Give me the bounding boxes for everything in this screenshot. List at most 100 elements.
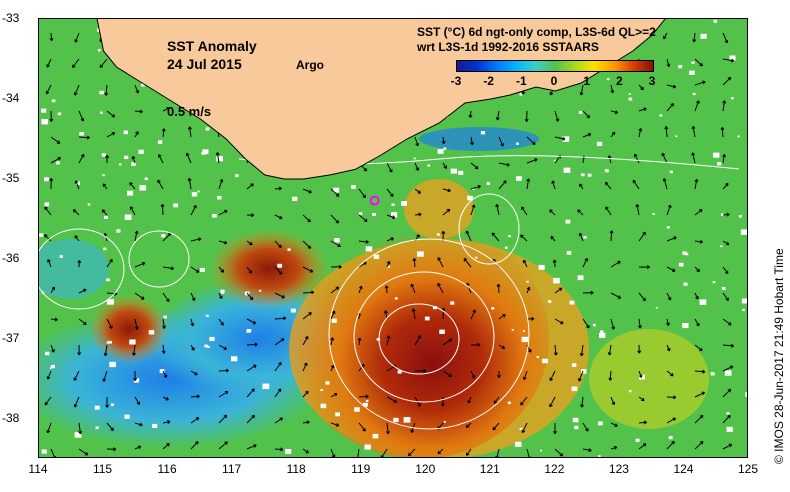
longitude-tick-label: 119: [351, 462, 371, 476]
cloud-gap: [216, 156, 223, 162]
current-vector: [218, 179, 224, 190]
argo-float-marker[interactable]: [369, 195, 380, 206]
current-vector: [358, 214, 368, 222]
current-vector: [330, 422, 340, 427]
current-vector: [694, 318, 700, 327]
current-vector: [162, 396, 169, 401]
current-vector: [441, 230, 446, 242]
cloud-gap: [536, 356, 539, 358]
colorbar-tick-label: -1: [515, 74, 527, 88]
current-vector: [442, 162, 447, 169]
argo-icon[interactable]: [369, 195, 380, 206]
current-vector: [638, 231, 646, 242]
current-vector: [162, 107, 170, 112]
longitude-tick-label: 116: [157, 462, 177, 476]
cloud-gap: [731, 97, 734, 100]
current-vector: [218, 318, 224, 326]
map-date: 24 Jul 2015: [167, 56, 242, 72]
current-vector: [246, 342, 258, 347]
current-vector: [694, 58, 703, 67]
current-vector: [50, 344, 55, 353]
current-vector: [218, 240, 228, 245]
cloud-gap: [74, 432, 82, 438]
latitude-tick-label: -33: [2, 11, 20, 25]
cloud-gap: [99, 90, 104, 95]
cloud-gap: [100, 111, 103, 114]
current-vector: [722, 153, 726, 164]
current-vector: [302, 390, 309, 398]
current-vector: [356, 448, 360, 457]
current-vector: [218, 391, 229, 398]
current-vector: [246, 388, 255, 398]
current-vector: [664, 126, 669, 138]
current-vector: [74, 32, 80, 43]
cloud-gap: [682, 251, 687, 255]
cloud-gap: [587, 173, 592, 177]
credit-line: © IMOS 28-Jun-2017 21:49 Hobart Time: [772, 248, 786, 464]
current-vector: [302, 335, 309, 346]
current-vector: [722, 100, 727, 112]
current-vector: [330, 188, 340, 197]
cloud-gap: [391, 214, 397, 218]
current-vector: [498, 162, 510, 167]
current-vector: [330, 240, 341, 247]
current-vector: [553, 423, 557, 435]
cloud-gap: [138, 149, 144, 154]
current-vector: [414, 188, 422, 194]
cloud-gap: [571, 363, 577, 367]
cloud-gap: [163, 315, 167, 319]
current-vector: [246, 266, 253, 274]
current-vector: [582, 422, 589, 432]
current-vector: [162, 318, 167, 329]
longitude-tick-label: 123: [608, 462, 629, 476]
current-vector: [162, 370, 168, 378]
current-vector: [722, 365, 734, 372]
current-vector: [498, 344, 506, 349]
current-vector: [105, 155, 110, 164]
current-vector: [722, 182, 729, 190]
cloud-gap: [116, 229, 121, 233]
cloud-gap: [516, 176, 522, 181]
sst-anomaly-map[interactable]: [38, 18, 748, 458]
cloud-gap: [417, 251, 424, 257]
current-vector: [74, 180, 80, 190]
cloud-gap: [486, 182, 491, 185]
current-vector: [666, 440, 675, 450]
cloud-gap: [717, 162, 722, 166]
cloud-gap: [581, 369, 587, 374]
cloud-gap: [107, 299, 114, 305]
current-vector: [274, 447, 284, 452]
cloud-gap: [129, 339, 136, 345]
current-vector: [662, 178, 668, 190]
current-vector: [386, 162, 393, 173]
current-vector: [442, 208, 451, 216]
cloud-gap: [583, 236, 587, 239]
cloud-gap: [372, 213, 376, 217]
current-vector: [78, 422, 83, 435]
longitude-tick-label: 115: [92, 462, 113, 476]
cloud-gap: [205, 314, 209, 317]
cloud-gap: [204, 344, 208, 348]
current-vector: [414, 212, 422, 217]
current-vector: [526, 286, 531, 294]
cloud-gap: [439, 329, 445, 334]
current-vector: [582, 448, 592, 453]
cloud-gap: [394, 297, 398, 300]
current-vector: [554, 110, 560, 122]
cloud-gap: [572, 417, 579, 423]
current-vector: [554, 448, 564, 457]
current-vector: [666, 58, 671, 68]
cloud-gap: [683, 282, 688, 286]
cloud-gap: [109, 361, 116, 368]
current-vector: [47, 259, 52, 268]
map-canvas: [39, 19, 747, 457]
longitude-tick-label: 124: [673, 462, 694, 476]
current-vector: [666, 84, 677, 89]
current-vector: [358, 422, 366, 432]
current-vector: [73, 370, 80, 381]
current-vector: [722, 343, 734, 348]
current-vector: [358, 394, 369, 399]
cloud-gap: [569, 300, 575, 305]
cloud-gap: [44, 202, 50, 207]
current-vector: [131, 155, 136, 164]
